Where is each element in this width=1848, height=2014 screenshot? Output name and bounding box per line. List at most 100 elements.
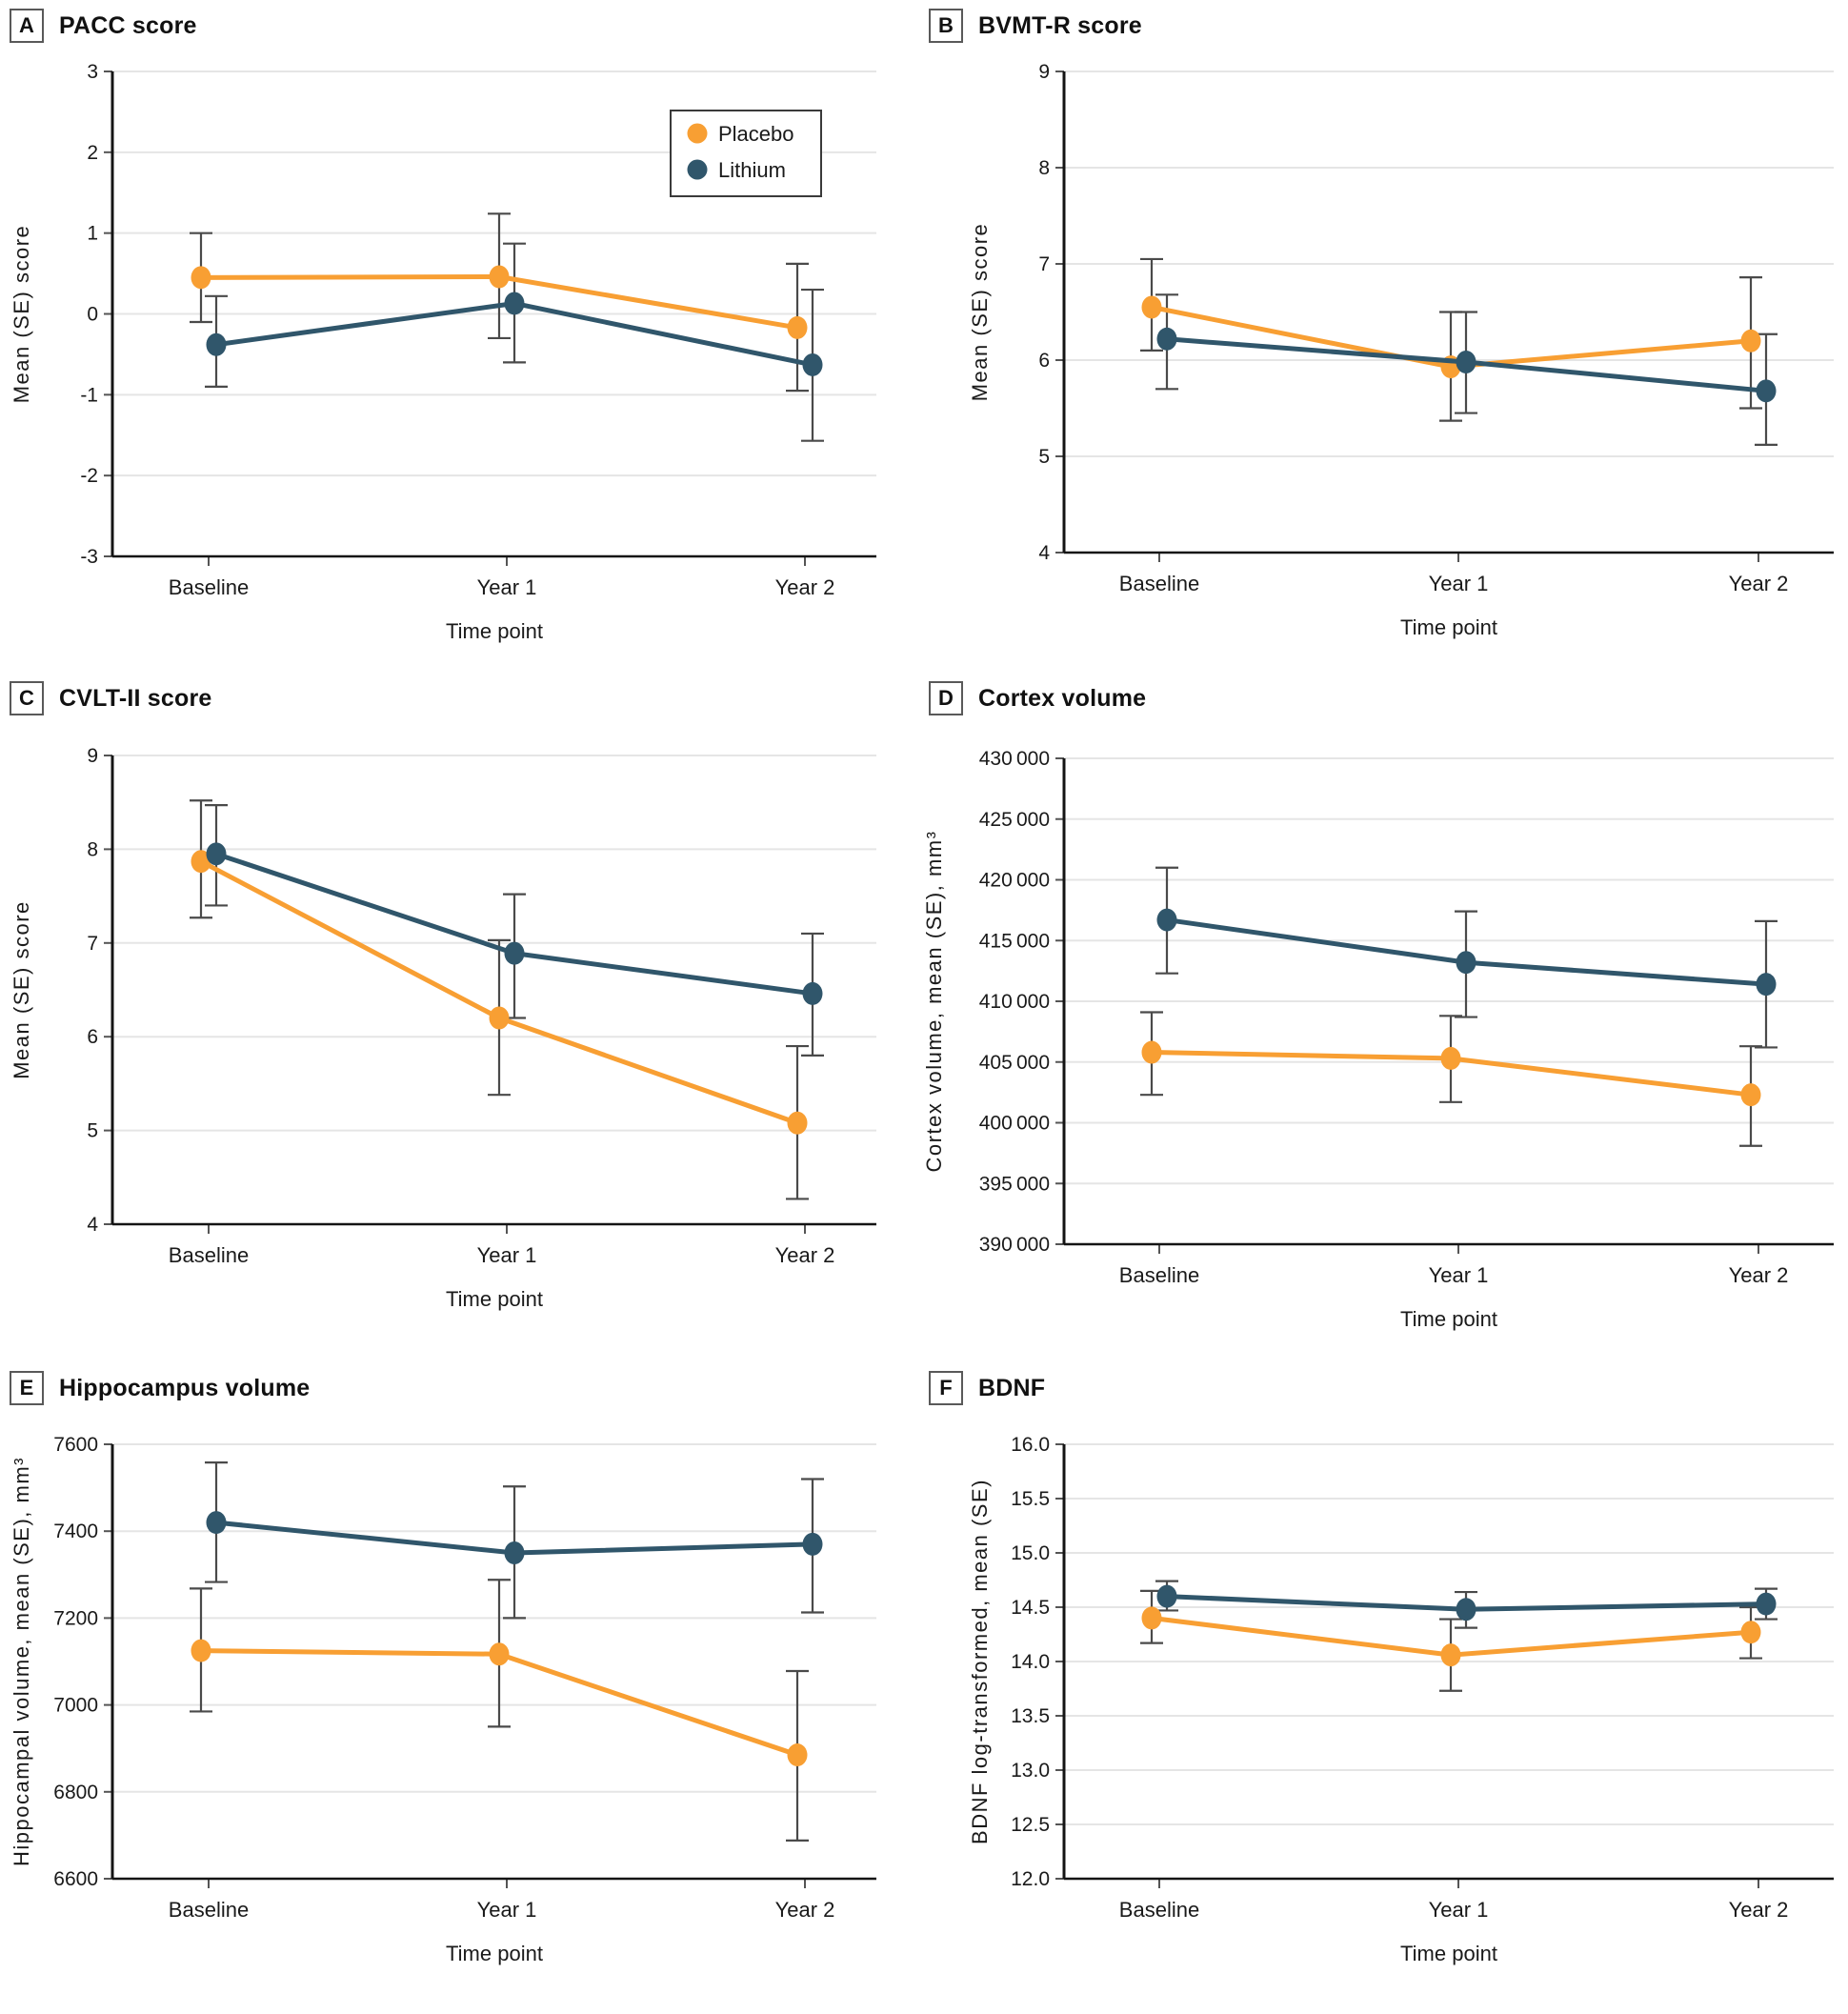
y-tick-label: 15.5 [1011, 1488, 1050, 1510]
x-tick-label: Year 1 [1429, 572, 1489, 595]
marker-lithium [802, 981, 823, 1005]
y-tick-label: 405 000 [979, 1052, 1050, 1074]
marker-lithium [206, 842, 227, 866]
marker-lithium [1456, 351, 1476, 374]
marker-lithium [1156, 327, 1177, 351]
y-tick-label: 14.0 [1011, 1651, 1050, 1673]
x-tick-label: Baseline [169, 1898, 249, 1922]
y-tick-label: 13.5 [1011, 1705, 1050, 1727]
y-tick-label: 12.5 [1011, 1814, 1050, 1836]
marker-lithium [802, 1532, 823, 1556]
y-tick-label: 4 [1038, 542, 1050, 564]
panel-c-header: C CVLT-II score [10, 680, 212, 716]
y-tick-label: 7600 [53, 1434, 98, 1456]
y-tick-label: 420 000 [979, 870, 1050, 892]
marker-placebo [489, 1006, 510, 1030]
legend-marker-lithium [687, 159, 708, 180]
marker-placebo [787, 315, 808, 339]
y-tick-label: 2 [87, 142, 98, 164]
x-tick-label: Baseline [1119, 1898, 1199, 1922]
x-tick-label: Baseline [1119, 572, 1199, 595]
marker-placebo [787, 1111, 808, 1135]
y-tick-label: 8 [87, 838, 98, 860]
y-tick-label: 5 [1038, 446, 1050, 468]
x-tick-label: Year 1 [477, 1898, 537, 1922]
marker-placebo [1440, 1046, 1461, 1070]
marker-lithium [1456, 1598, 1476, 1621]
y-tick-label: 6800 [53, 1782, 98, 1803]
marker-placebo [191, 266, 211, 290]
y-tick-label: 0 [87, 304, 98, 326]
y-tick-label: 8 [1038, 157, 1050, 179]
y-tick-label: -2 [80, 465, 98, 487]
x-axis-title: Time point [1400, 615, 1497, 639]
y-axis-title: Mean (SE) score [10, 225, 33, 404]
panel-c-letter: C [10, 681, 44, 715]
marker-placebo [1440, 1643, 1461, 1667]
y-tick-label: 395 000 [979, 1173, 1050, 1195]
y-axis-title: Hippocampal volume, mean (SE), mm³ [10, 1457, 33, 1866]
panel-e-title: Hippocampus volume [59, 1374, 311, 1401]
marker-placebo [489, 265, 510, 289]
y-tick-label: 7200 [53, 1607, 98, 1629]
y-tick-label: 7000 [53, 1695, 98, 1717]
panel-d-title: Cortex volume [978, 684, 1147, 712]
x-tick-label: Baseline [169, 1243, 249, 1267]
y-tick-label: 7 [87, 933, 98, 955]
marker-placebo [787, 1743, 808, 1767]
marker-placebo [1141, 1606, 1162, 1630]
x-tick-label: Year 1 [477, 1243, 537, 1267]
panel-a-header: A PACC score [10, 8, 197, 44]
marker-placebo [1740, 1083, 1761, 1107]
y-tick-label: 13.0 [1011, 1760, 1050, 1782]
legend-marker-placebo [687, 123, 708, 144]
panel-a-title: PACC score [59, 11, 197, 39]
marker-lithium [1756, 1592, 1777, 1616]
y-tick-label: 410 000 [979, 991, 1050, 1013]
x-axis-title: Time point [446, 1942, 543, 1965]
y-axis-title: Mean (SE) score [10, 900, 33, 1079]
x-tick-label: Year 1 [1429, 1263, 1489, 1287]
x-axis-title: Time point [446, 1287, 543, 1311]
legend-label: Placebo [718, 122, 794, 146]
marker-lithium [206, 1511, 227, 1535]
marker-lithium [1156, 908, 1177, 932]
marker-placebo [1740, 1621, 1761, 1644]
panel-a-letter: A [10, 9, 44, 43]
y-tick-label: 9 [87, 745, 98, 767]
panel-b-letter: B [929, 9, 963, 43]
panel-f-letter: F [929, 1371, 963, 1405]
y-axis-title: Mean (SE) score [968, 223, 992, 402]
marker-lithium [1756, 379, 1777, 403]
panel-f-header: F BDNF [929, 1370, 1045, 1406]
y-axis-title: Cortex volume, mean (SE), mm³ [922, 831, 946, 1173]
x-tick-label: Year 2 [1729, 572, 1789, 595]
marker-lithium [504, 941, 525, 965]
panel-e-header: E Hippocampus volume [10, 1370, 310, 1406]
y-tick-label: 5 [87, 1120, 98, 1142]
x-tick-label: Year 2 [1729, 1898, 1789, 1922]
y-tick-label: 14.5 [1011, 1597, 1050, 1619]
marker-lithium [1456, 951, 1476, 975]
y-tick-label: 425 000 [979, 809, 1050, 831]
y-tick-label: 4 [87, 1214, 98, 1236]
y-tick-label: 6 [1038, 350, 1050, 372]
y-tick-label: -3 [80, 546, 98, 568]
panel-b-title: BVMT-R score [978, 11, 1142, 39]
panel-f-title: BDNF [978, 1374, 1046, 1401]
marker-placebo [191, 1639, 211, 1662]
panel-c-title: CVLT-II score [59, 684, 212, 712]
x-tick-label: Baseline [1119, 1263, 1199, 1287]
panel-e-letter: E [10, 1371, 44, 1405]
marker-placebo [191, 850, 211, 874]
y-tick-label: 6600 [53, 1868, 98, 1890]
y-axis-title: BDNF log-transformed, mean (SE) [968, 1479, 992, 1844]
panel-d-header: D Cortex volume [929, 680, 1146, 716]
x-tick-label: Year 2 [775, 575, 835, 599]
y-tick-label: 390 000 [979, 1234, 1050, 1256]
y-tick-label: 7 [1038, 253, 1050, 275]
x-axis-title: Time point [1400, 1307, 1497, 1331]
y-tick-label: 430 000 [979, 748, 1050, 770]
x-tick-label: Baseline [169, 575, 249, 599]
